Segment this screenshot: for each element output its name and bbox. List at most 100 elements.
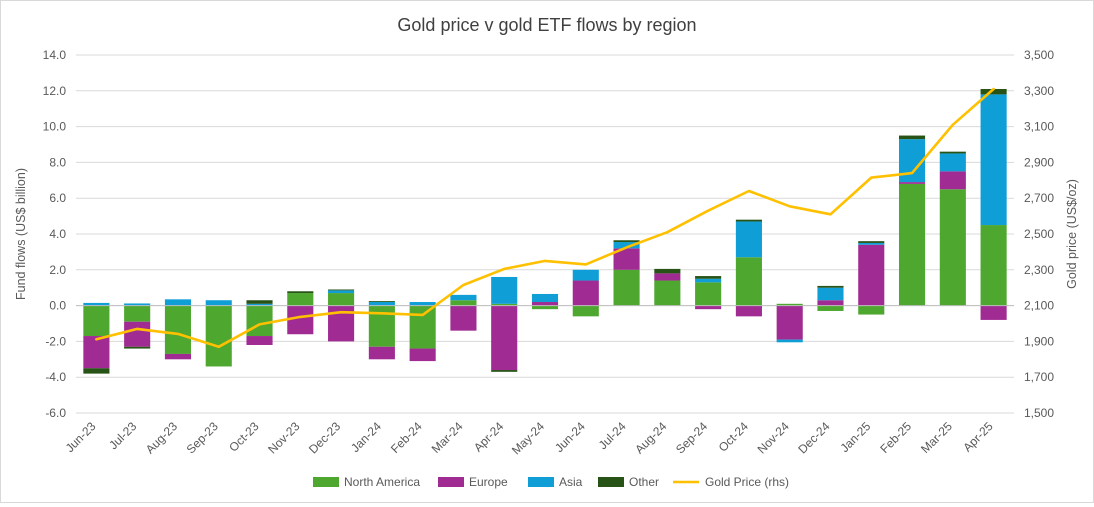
bar-north-america-aug-24	[654, 280, 681, 306]
y2-axis-title: Gold price (US$/oz)	[1065, 179, 1079, 289]
bar-other-aug-24	[654, 268, 681, 274]
y-tick-label: 10.0	[43, 120, 67, 134]
bar-asia-mar-24	[450, 294, 477, 301]
bar-europe-jan-24	[368, 346, 395, 360]
bar-north-america-nov-23	[287, 293, 314, 306]
bar-europe-dec-24	[817, 300, 844, 306]
y-tick-label: -4.0	[45, 370, 66, 384]
legend-label-europe: Europe	[469, 475, 508, 489]
bar-north-america-sep-24	[695, 282, 722, 306]
y2-tick-label: 2,100	[1024, 299, 1054, 313]
y-axis-ticks: 14.0 12.0 10.0 8.0 6.0 4.0 2.0 0.0 -2.0 -4.0 -6.0	[43, 48, 67, 420]
bar-other-mar-25	[939, 151, 966, 154]
y-tick-label: -6.0	[45, 406, 66, 420]
bar-north-america-sep-23	[205, 305, 232, 367]
bar-europe-jun-23	[83, 336, 110, 369]
bars	[83, 89, 1007, 374]
y-tick-label: -2.0	[45, 334, 66, 348]
gold-price-line	[95, 87, 995, 349]
gold-price-line-layer	[95, 87, 995, 349]
bar-other-dec-24	[817, 285, 844, 288]
bar-europe-feb-24	[409, 348, 436, 362]
legend-label-north-america: North America	[344, 475, 420, 489]
bar-north-america-apr-25	[980, 225, 1007, 306]
legend-swatch-other	[598, 477, 624, 487]
bar-europe-jul-24	[613, 248, 640, 270]
bar-europe-feb-25	[898, 182, 926, 184]
bar-north-america-feb-24	[409, 305, 436, 349]
bar-north-america-jul-24	[613, 269, 640, 306]
legend-swatch-north-america	[313, 477, 339, 487]
y2-tick-label: 3,500	[1024, 48, 1054, 62]
bar-europe-apr-24	[491, 305, 518, 371]
x-tick-label: Feb-25	[877, 419, 914, 456]
bar-other-nov-23	[287, 291, 314, 294]
y-tick-label: 8.0	[49, 155, 66, 169]
bar-asia-jul-24	[613, 242, 640, 249]
bar-europe-may-24	[531, 302, 559, 306]
bar-asia-oct-24	[735, 221, 762, 258]
x-tick-label: May-24	[509, 419, 547, 457]
gridlines	[76, 54, 1014, 414]
bar-asia-dec-24	[817, 287, 844, 301]
y2-tick-label: 1,900	[1024, 334, 1054, 348]
bar-asia-jan-25	[858, 242, 885, 245]
x-tick-label: Sep-24	[673, 419, 710, 456]
y2-tick-label: 2,300	[1024, 263, 1054, 277]
y2-tick-label: 2,500	[1024, 227, 1054, 241]
x-tick-label: Nov-23	[265, 419, 302, 456]
bar-asia-may-24	[531, 293, 559, 303]
legend-label-other: Other	[629, 475, 659, 489]
y2-tick-label: 2,900	[1024, 155, 1054, 169]
bar-north-america-mar-24	[450, 300, 477, 306]
chart-title: Gold price v gold ETF flows by region	[397, 15, 696, 35]
bar-north-america-apr-24	[491, 303, 518, 306]
bar-asia-dec-23	[328, 290, 355, 294]
bar-other-oct-23	[246, 300, 273, 304]
bar-other-sep-24	[695, 276, 722, 279]
bar-europe-mar-25	[939, 171, 966, 190]
bar-other-jul-24	[613, 240, 640, 243]
x-tick-label: Dec-24	[795, 419, 832, 456]
legend: North America Europe Asia Other Gold Price (…	[313, 475, 789, 489]
y-tick-label: 4.0	[49, 227, 66, 241]
bar-asia-sep-24	[695, 278, 722, 283]
bar-north-america-oct-24	[735, 257, 762, 306]
bar-asia-jan-24	[368, 302, 395, 306]
y-axis-title: Fund flows (US$ billion)	[14, 168, 28, 300]
bar-north-america-dec-24	[817, 305, 844, 311]
x-tick-label: Dec-23	[306, 419, 343, 456]
bar-europe-oct-23	[246, 336, 273, 345]
x-tick-label: Sep-23	[184, 419, 221, 456]
bar-asia-feb-24	[409, 302, 436, 306]
bar-asia-oct-23	[246, 303, 273, 306]
bar-asia-apr-24	[491, 276, 518, 304]
bar-asia-jul-23	[124, 303, 151, 306]
bar-other-apr-24	[491, 370, 518, 372]
y-tick-label: 0.0	[49, 299, 66, 313]
x-tick-label: Aug-23	[143, 419, 180, 456]
bar-asia-jun-23	[83, 302, 110, 306]
legend-swatch-europe	[438, 477, 464, 487]
bar-europe-jun-24	[572, 280, 599, 306]
bar-asia-mar-25	[939, 153, 966, 172]
x-tick-label: Jul-23	[106, 419, 139, 452]
bar-asia-jun-24	[572, 269, 599, 281]
y2-tick-label: 2,700	[1024, 191, 1054, 205]
bar-north-america-feb-25	[898, 183, 926, 306]
x-tick-label: Apr-24	[471, 419, 507, 455]
bar-north-america-nov-24	[776, 303, 803, 306]
y2-tick-label: 1,500	[1024, 406, 1054, 420]
bar-north-america-dec-23	[328, 293, 355, 306]
bar-north-america-jun-24	[572, 305, 599, 317]
x-tick-label: Jan-24	[348, 419, 384, 455]
bar-europe-oct-24	[735, 305, 762, 317]
bar-europe-aug-23	[164, 353, 192, 360]
bar-other-jan-25	[858, 241, 885, 243]
y-tick-label: 2.0	[49, 263, 66, 277]
y-tick-label: 12.0	[43, 84, 67, 98]
x-tick-label: Oct-23	[226, 419, 262, 455]
bar-other-apr-25	[980, 89, 1007, 95]
